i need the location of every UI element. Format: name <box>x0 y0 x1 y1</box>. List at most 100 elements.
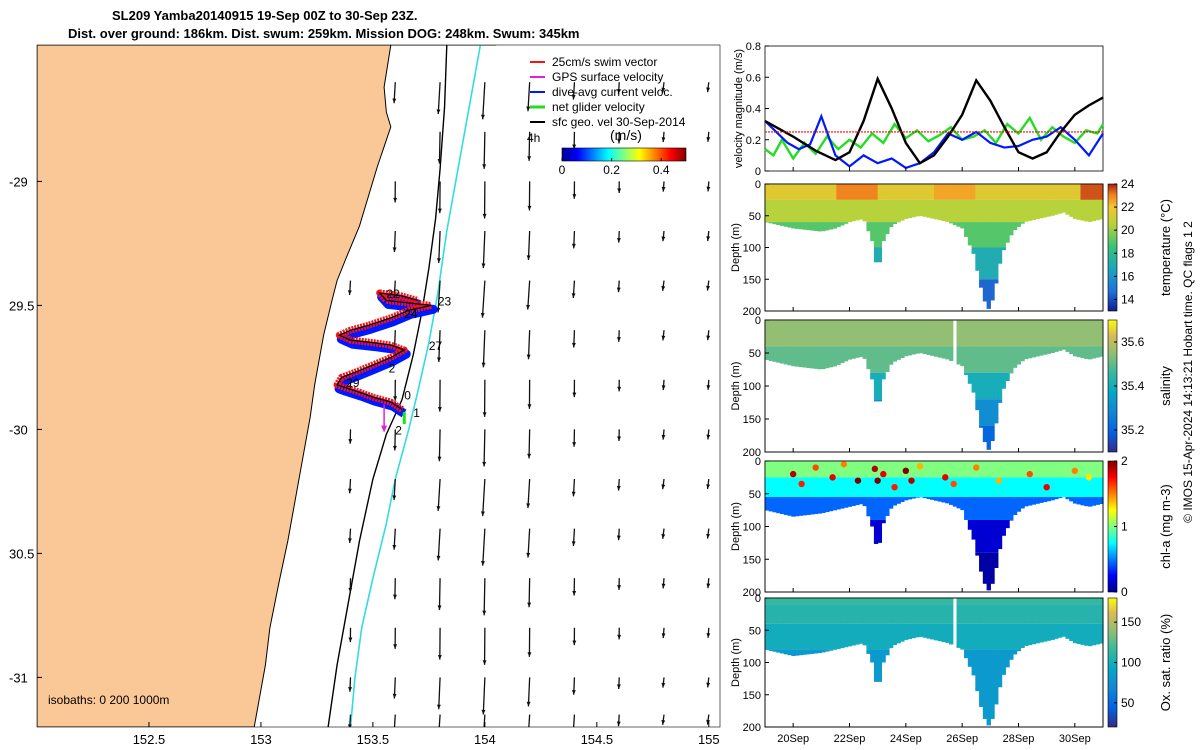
oxygen-cell <box>1005 604 1010 624</box>
chlorophyll-bloom-point <box>1071 467 1079 475</box>
temperature-cell <box>1050 199 1055 216</box>
chlorophyll-cell <box>817 461 822 478</box>
oxygen-cell <box>986 623 991 650</box>
oxygen-cell <box>986 649 991 726</box>
salinity-y-tick-label: 150 <box>743 414 761 426</box>
velocity-arrowhead <box>436 258 441 263</box>
salinity-cell <box>911 346 916 355</box>
temperature-cell <box>787 199 792 223</box>
salinity-cell <box>772 346 777 362</box>
chlorophyll-cell <box>907 461 913 478</box>
oxygen-cell <box>918 604 924 624</box>
salinity-cell <box>888 320 894 347</box>
velocity-arrow <box>437 528 441 561</box>
salinity-cell <box>918 320 924 347</box>
chlorophyll-cell <box>851 461 856 478</box>
temperature-cell <box>825 184 830 200</box>
velocity-arrow <box>527 330 531 360</box>
salinity-cell <box>1061 320 1067 347</box>
velocity-arrowhead <box>481 362 486 368</box>
temperature-cell <box>791 184 796 200</box>
velocity-arrowhead <box>616 684 621 690</box>
oxygen-cell <box>810 598 815 605</box>
oxygen-cell <box>937 604 943 624</box>
chlorophyll-bloom-point <box>973 464 980 471</box>
chlorophyll-cell <box>956 497 961 509</box>
chlorophyll-cell <box>945 477 950 498</box>
salinity-colorbar-tick-label: 35.6 <box>1121 335 1145 349</box>
salinity-cell <box>949 320 954 347</box>
chlorophyll-cell <box>840 477 845 498</box>
chlorophyll-bloom-point <box>995 477 1002 484</box>
chlorophyll-bloom-point <box>840 461 848 468</box>
temperature-cell <box>840 184 845 200</box>
velocity-arrowhead <box>482 610 487 616</box>
salinity-cell <box>986 372 991 400</box>
salinity-cell <box>1035 346 1040 357</box>
chlorophyll-cell <box>945 461 950 478</box>
temperature-y-tick-label: 100 <box>743 243 761 255</box>
oxygen-cell <box>945 604 950 624</box>
velocity-arrow <box>438 131 441 164</box>
oxygen-cell <box>964 598 969 605</box>
temperature-cell <box>994 222 999 248</box>
temperature-cell <box>1057 199 1063 214</box>
temperature-cell <box>870 199 875 223</box>
chlorophyll-cell <box>783 477 789 498</box>
temperature-cell <box>1035 184 1040 200</box>
oxygen-cell <box>922 604 928 624</box>
temperature-cell <box>806 199 811 223</box>
oxygen-cell <box>1005 649 1010 668</box>
chlorophyll-cell <box>1050 461 1055 478</box>
temperature-cell <box>858 184 864 200</box>
velocity-arrowhead <box>661 87 666 93</box>
track-day-label: 0 <box>404 389 411 403</box>
temperature-cell <box>982 247 988 280</box>
oxygen-cell <box>896 598 901 605</box>
velocity-arrowhead <box>706 335 711 341</box>
velocity-arrowhead <box>571 243 576 249</box>
velocity-arrowhead <box>661 583 666 589</box>
velocity-arrowhead <box>392 495 397 501</box>
chlorophyll-cell <box>922 497 928 499</box>
salinity-cell <box>1065 320 1070 347</box>
velocity-arrowhead <box>436 742 440 747</box>
chlorophyll-cell <box>1054 477 1059 498</box>
velocity-arrowhead <box>706 137 711 142</box>
oxygen-cell <box>1012 598 1018 605</box>
salinity-cell <box>843 320 849 347</box>
chlorophyll-cell <box>1001 477 1006 498</box>
oxygen-cell <box>802 623 807 650</box>
oxygen-cell <box>930 598 935 605</box>
salinity-y-tick-label: 0 <box>755 315 761 327</box>
velocity-arrowhead <box>348 538 352 543</box>
chlorophyll-cell <box>979 552 984 572</box>
velocity-arrowhead <box>392 247 397 253</box>
chlorophyll-cell <box>911 497 916 499</box>
velocity-arrowhead <box>572 640 577 646</box>
temperature-cell <box>828 199 834 223</box>
temperature-cell <box>1039 199 1044 219</box>
oxygen-cell <box>1076 598 1082 605</box>
chlorophyll-cell <box>881 519 886 524</box>
salinity-cell <box>1061 346 1067 350</box>
salinity-cell <box>1009 320 1014 347</box>
chlorophyll-cell <box>851 477 856 498</box>
temperature-cell <box>795 199 800 223</box>
oxygen-cell <box>960 623 965 650</box>
legend-entry: 25cm/s swim vector <box>552 55 657 69</box>
temperature-cell <box>776 199 781 223</box>
velocity-arrowhead <box>437 208 442 214</box>
oxygen-cell <box>994 623 999 650</box>
temperature-cell <box>821 199 826 223</box>
oxygen-cell <box>855 604 860 624</box>
oxygen-cell <box>971 649 976 676</box>
chlorophyll-cell <box>997 461 1003 478</box>
oxygen-cell <box>885 649 890 656</box>
chlorophyll-cell <box>949 477 954 498</box>
oxygen-cell <box>911 598 916 605</box>
chlorophyll-cell <box>979 519 984 553</box>
chlorophyll-cell <box>1091 497 1097 506</box>
temperature-cell <box>971 184 976 200</box>
